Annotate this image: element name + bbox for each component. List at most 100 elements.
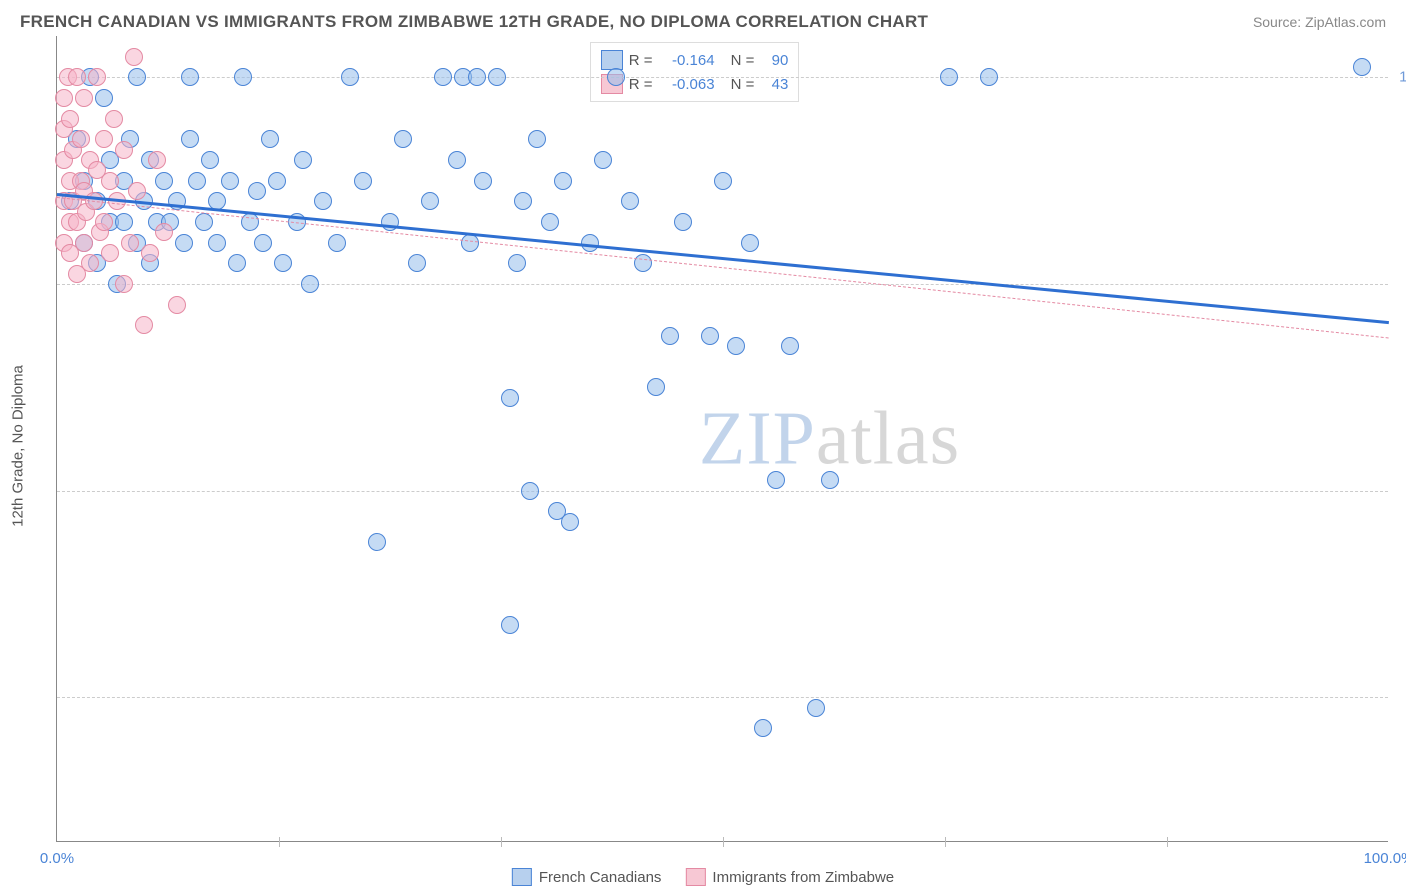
data-point [241,213,259,231]
data-point [354,172,372,190]
data-point [408,254,426,272]
data-point [727,337,745,355]
legend-item: French Canadians [512,868,662,886]
x-minor-tick [279,837,280,847]
data-point [754,719,772,737]
data-point [55,89,73,107]
data-point [594,151,612,169]
data-point [468,68,486,86]
data-point [148,151,166,169]
chart-title: FRENCH CANADIAN VS IMMIGRANTS FROM ZIMBA… [20,12,928,32]
n-label: N = [731,52,755,69]
data-point [101,172,119,190]
legend-swatch [685,868,705,886]
data-point [528,130,546,148]
y-axis-label: 12th Grade, No Diploma [10,365,27,527]
data-point [714,172,732,190]
data-point [115,275,133,293]
data-point [141,244,159,262]
data-point [81,254,99,272]
legend-bottom: French Canadians Immigrants from Zimbabwe [512,868,894,886]
y-tick-label: 70.0% [1394,689,1406,706]
data-point [341,68,359,86]
data-point [135,316,153,334]
data-point [541,213,559,231]
data-point [521,482,539,500]
data-point [661,327,679,345]
data-point [72,130,90,148]
y-tick-label: 80.0% [1394,482,1406,499]
r-value: -0.164 [659,52,715,69]
data-point [274,254,292,272]
data-point [701,327,719,345]
data-point [294,151,312,169]
data-point [501,616,519,634]
data-point [394,130,412,148]
legend-swatch [601,50,623,70]
legend-stat-row: R =-0.164N =90 [601,48,789,72]
watermark: ZIPatlas [699,396,960,483]
data-point [328,234,346,252]
data-point [115,213,133,231]
data-point [940,68,958,86]
data-point [95,213,113,231]
data-point [75,234,93,252]
data-point [821,471,839,489]
data-point [368,533,386,551]
data-point [434,68,452,86]
data-point [561,513,579,531]
watermark-part1: ZIP [699,397,816,481]
data-point [88,68,106,86]
gridline-h [57,491,1388,492]
gridline-h [57,77,1388,78]
data-point [268,172,286,190]
data-point [101,244,119,262]
data-point [607,68,625,86]
data-point [125,48,143,66]
data-point [448,151,466,169]
n-value: 90 [760,52,788,69]
gridline-h [57,697,1388,698]
data-point [115,141,133,159]
trend-line [57,193,1389,324]
data-point [488,68,506,86]
data-point [508,254,526,272]
x-minor-tick [723,837,724,847]
data-point [514,192,532,210]
x-minor-tick [501,837,502,847]
legend-swatch [512,868,532,886]
scatter-plot-area: ZIPatlas R =-0.164N =90R =-0.063N =43 70… [56,36,1388,842]
data-point [221,172,239,190]
data-point [421,192,439,210]
data-point [68,68,86,86]
data-point [181,68,199,86]
data-point [248,182,266,200]
data-point [647,378,665,396]
source-attribution: Source: ZipAtlas.com [1253,14,1386,30]
x-tick-label: 100.0% [1364,850,1406,867]
data-point [807,699,825,717]
gridline-h [57,284,1388,285]
data-point [674,213,692,231]
legend-label: Immigrants from Zimbabwe [712,869,894,886]
x-minor-tick [1167,837,1168,847]
data-point [301,275,319,293]
data-point [741,234,759,252]
data-point [121,234,139,252]
data-point [261,130,279,148]
y-tick-label: 90.0% [1394,276,1406,293]
data-point [254,234,272,252]
data-point [621,192,639,210]
data-point [781,337,799,355]
data-point [314,192,332,210]
data-point [155,223,173,241]
data-point [474,172,492,190]
legend-stat-row: R =-0.063N =43 [601,72,789,96]
legend-item: Immigrants from Zimbabwe [685,868,894,886]
data-point [1353,58,1371,76]
trend-line [57,197,1389,339]
data-point [634,254,652,272]
x-minor-tick [945,837,946,847]
data-point [767,471,785,489]
data-point [75,89,93,107]
